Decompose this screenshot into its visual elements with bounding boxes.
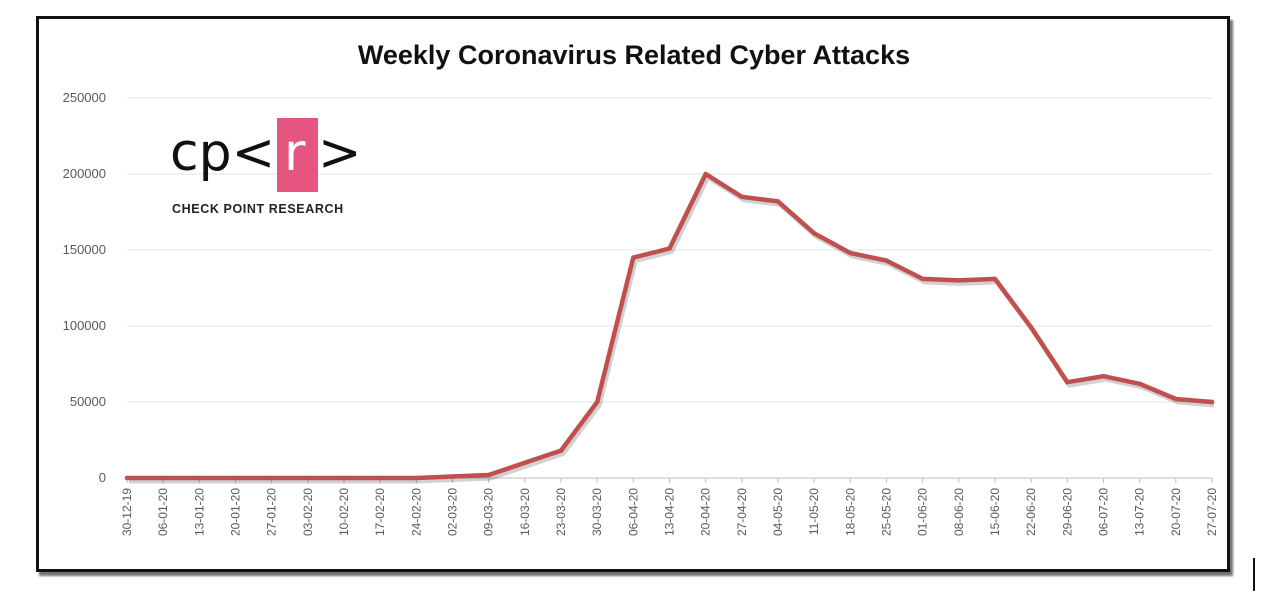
data-point (1173, 396, 1179, 402)
y-tick-label: 50000 (70, 394, 106, 409)
data-point (631, 255, 636, 260)
x-tick-label: 10-02-20 (337, 488, 351, 536)
data-point (775, 199, 781, 204)
x-tick-label: 30-03-20 (590, 488, 604, 536)
logo-prefix: cp< (170, 123, 275, 183)
x-tick-label: 27-07-20 (1205, 488, 1219, 536)
data-point (848, 250, 853, 256)
x-axis: 30-12-19 06-01-20 13-01-20 20-01-20 27-01-20… (120, 478, 1219, 536)
y-tick-label: 150000 (63, 242, 106, 257)
x-tick-label: 09-03-20 (482, 488, 496, 536)
data-point (739, 194, 745, 199)
data-point (197, 475, 202, 481)
data-point (160, 475, 166, 481)
logo-tagline: CHECK POINT RESEARCH (172, 202, 344, 216)
data-point (1065, 380, 1070, 385)
data-point (450, 474, 455, 479)
data-point (124, 475, 130, 481)
data-point (920, 276, 925, 282)
x-tick-label: 20-04-20 (699, 488, 713, 536)
x-tick-label: 06-07-20 (1097, 488, 1111, 536)
y-tick-label: 100000 (63, 318, 106, 333)
cpr-logo: cp< r > CHECK POINT RESEARCH (170, 118, 362, 216)
data-point (667, 246, 672, 251)
x-tick-label: 17-02-20 (373, 488, 387, 536)
data-point (1209, 399, 1215, 405)
x-tick-label: 15-06-20 (988, 488, 1002, 536)
data-point (1101, 373, 1106, 379)
x-tick-label: 13-07-20 (1133, 488, 1147, 536)
x-tick-label: 06-01-20 (156, 488, 170, 536)
x-tick-label: 27-01-20 (265, 488, 279, 536)
x-tick-label: 02-03-20 (446, 488, 460, 536)
x-tick-label: 08-06-20 (952, 488, 966, 536)
x-tick-label: 13-01-20 (192, 488, 206, 536)
data-point (305, 475, 311, 481)
x-tick-label: 06-04-20 (626, 488, 640, 536)
x-tick-label: 04-05-20 (771, 488, 785, 536)
x-tick-label: 20-01-20 (229, 488, 243, 536)
text-cursor-mark (1253, 558, 1255, 591)
data-point (884, 258, 889, 263)
data-point (558, 448, 564, 453)
logo-highlight-letter: r (284, 123, 306, 183)
x-tick-label: 24-02-20 (409, 488, 423, 536)
x-tick-label: 16-03-20 (518, 488, 532, 536)
y-tick-label: 200000 (63, 166, 106, 181)
x-tick-label: 18-05-20 (843, 488, 857, 536)
data-point (1028, 325, 1034, 330)
data-point (341, 475, 347, 481)
x-tick-label: 23-03-20 (554, 488, 568, 536)
data-point (811, 231, 817, 236)
data-point (703, 171, 708, 177)
data-point (233, 475, 238, 481)
data-point (956, 278, 962, 283)
data-point (1137, 381, 1142, 386)
x-tick-label: 22-06-20 (1024, 488, 1038, 536)
logo-highlight-box (277, 118, 318, 192)
y-tick-label: 250000 (63, 90, 106, 105)
x-tick-label: 11-05-20 (807, 488, 821, 535)
chart-title: Weekly Coronavirus Related Cyber Attacks (358, 40, 910, 70)
data-point (486, 472, 491, 478)
data-point (269, 475, 274, 481)
x-tick-label: 25-05-20 (880, 488, 894, 536)
data-point (414, 475, 419, 481)
data-point (992, 276, 998, 282)
x-tick-label: 27-04-20 (735, 488, 749, 536)
data-point (377, 475, 383, 481)
y-tick-label: 0 (99, 470, 106, 485)
x-tick-label: 03-02-20 (301, 488, 315, 536)
x-tick-label: 01-06-20 (916, 488, 930, 536)
x-tick-label: 13-04-20 (663, 488, 677, 536)
x-tick-label: 30-12-19 (120, 488, 134, 536)
series-line-shadow (129, 174, 1215, 484)
data-point (522, 460, 528, 465)
series-layer (124, 171, 1215, 484)
logo-suffix: > (318, 123, 362, 183)
x-tick-label: 20-07-20 (1169, 488, 1183, 536)
x-tick-label: 29-06-20 (1060, 488, 1074, 536)
y-axis: 0 50000 100000 150000 200000 250000 (63, 90, 106, 485)
data-point (594, 399, 600, 405)
